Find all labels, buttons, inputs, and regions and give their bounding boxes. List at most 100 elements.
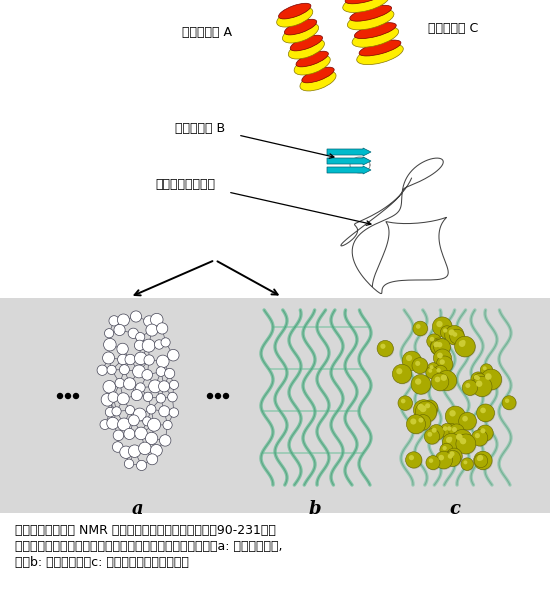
Circle shape bbox=[459, 438, 464, 442]
Circle shape bbox=[425, 430, 441, 445]
Circle shape bbox=[431, 339, 449, 356]
Circle shape bbox=[414, 400, 434, 420]
Circle shape bbox=[443, 328, 447, 332]
Circle shape bbox=[464, 460, 468, 465]
Circle shape bbox=[445, 424, 459, 438]
Circle shape bbox=[477, 455, 483, 461]
Circle shape bbox=[443, 446, 447, 450]
Circle shape bbox=[405, 452, 422, 468]
Circle shape bbox=[450, 329, 464, 344]
Circle shape bbox=[117, 343, 128, 355]
Circle shape bbox=[158, 381, 169, 392]
Circle shape bbox=[433, 365, 448, 379]
Circle shape bbox=[449, 329, 455, 335]
Circle shape bbox=[415, 415, 431, 430]
Circle shape bbox=[437, 353, 443, 358]
Circle shape bbox=[434, 366, 448, 380]
Circle shape bbox=[480, 364, 493, 376]
Circle shape bbox=[477, 457, 481, 461]
Circle shape bbox=[134, 340, 145, 350]
Ellipse shape bbox=[294, 55, 330, 75]
Circle shape bbox=[480, 407, 486, 413]
Circle shape bbox=[473, 373, 486, 386]
Circle shape bbox=[473, 377, 493, 397]
Circle shape bbox=[100, 419, 110, 430]
Circle shape bbox=[432, 374, 450, 392]
Circle shape bbox=[503, 397, 517, 410]
Circle shape bbox=[452, 427, 457, 432]
Circle shape bbox=[463, 380, 478, 396]
Circle shape bbox=[447, 426, 452, 431]
Circle shape bbox=[151, 313, 163, 326]
Circle shape bbox=[438, 455, 444, 460]
Circle shape bbox=[475, 433, 480, 438]
Circle shape bbox=[448, 437, 452, 441]
Circle shape bbox=[407, 415, 426, 435]
Circle shape bbox=[458, 337, 472, 351]
Circle shape bbox=[482, 370, 502, 391]
Circle shape bbox=[446, 434, 458, 447]
Circle shape bbox=[441, 326, 454, 340]
Circle shape bbox=[433, 318, 453, 337]
Circle shape bbox=[119, 365, 129, 374]
Circle shape bbox=[425, 403, 430, 408]
Circle shape bbox=[447, 435, 459, 448]
Circle shape bbox=[472, 430, 488, 447]
Circle shape bbox=[216, 394, 221, 398]
Circle shape bbox=[135, 352, 147, 365]
Circle shape bbox=[426, 456, 440, 469]
Circle shape bbox=[427, 367, 439, 379]
Circle shape bbox=[393, 365, 412, 384]
Circle shape bbox=[406, 415, 426, 434]
Circle shape bbox=[456, 435, 470, 448]
Circle shape bbox=[417, 404, 424, 410]
Circle shape bbox=[163, 420, 172, 430]
Circle shape bbox=[169, 408, 179, 417]
Circle shape bbox=[436, 368, 441, 373]
Circle shape bbox=[431, 373, 449, 391]
Circle shape bbox=[396, 368, 403, 374]
Circle shape bbox=[58, 394, 63, 398]
Circle shape bbox=[427, 432, 432, 437]
Circle shape bbox=[481, 365, 493, 377]
Circle shape bbox=[142, 417, 152, 426]
Circle shape bbox=[445, 326, 464, 345]
Circle shape bbox=[145, 432, 158, 445]
Circle shape bbox=[406, 453, 422, 469]
Circle shape bbox=[449, 424, 464, 439]
Circle shape bbox=[112, 442, 123, 453]
Circle shape bbox=[430, 365, 433, 369]
Circle shape bbox=[450, 425, 465, 440]
Circle shape bbox=[160, 435, 171, 446]
Circle shape bbox=[135, 427, 147, 440]
Circle shape bbox=[412, 358, 428, 374]
Circle shape bbox=[461, 340, 466, 344]
Circle shape bbox=[434, 341, 439, 347]
Circle shape bbox=[453, 430, 473, 451]
Circle shape bbox=[446, 326, 465, 346]
Circle shape bbox=[114, 325, 125, 335]
Circle shape bbox=[452, 430, 472, 450]
Circle shape bbox=[156, 394, 166, 403]
Circle shape bbox=[420, 406, 426, 412]
Circle shape bbox=[455, 337, 475, 357]
Circle shape bbox=[378, 341, 394, 358]
Circle shape bbox=[446, 437, 452, 443]
Circle shape bbox=[471, 372, 486, 386]
Circle shape bbox=[475, 452, 493, 471]
Circle shape bbox=[437, 371, 458, 391]
Circle shape bbox=[433, 339, 450, 355]
Circle shape bbox=[455, 337, 476, 358]
Circle shape bbox=[462, 380, 478, 395]
Circle shape bbox=[412, 375, 432, 395]
Circle shape bbox=[133, 365, 145, 378]
Circle shape bbox=[416, 324, 421, 329]
Circle shape bbox=[112, 407, 121, 416]
Circle shape bbox=[474, 375, 478, 380]
Circle shape bbox=[461, 459, 474, 471]
Circle shape bbox=[446, 448, 462, 464]
Circle shape bbox=[147, 454, 158, 465]
Circle shape bbox=[430, 337, 434, 341]
Circle shape bbox=[433, 349, 452, 367]
Circle shape bbox=[124, 429, 135, 439]
